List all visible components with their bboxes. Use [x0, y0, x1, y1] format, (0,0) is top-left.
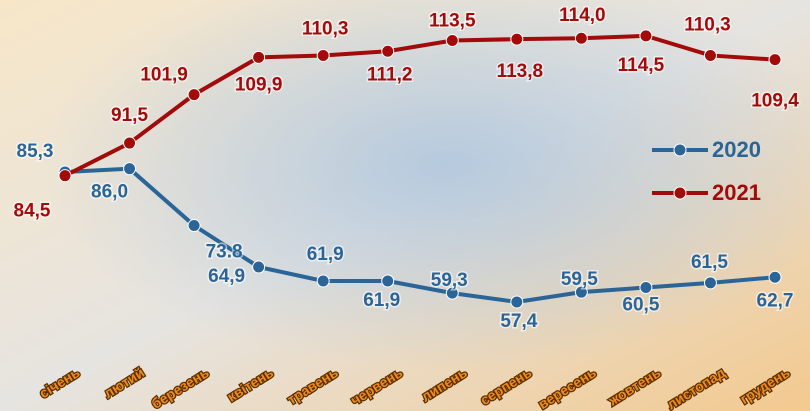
point [187, 88, 201, 102]
value-label: 110,3 [684, 14, 731, 35]
point [316, 48, 330, 62]
point [574, 31, 588, 45]
value-label: 59,3 [431, 270, 468, 291]
point [58, 169, 72, 183]
point [768, 53, 782, 67]
legend-marker [673, 143, 687, 157]
point [445, 34, 459, 48]
point [703, 276, 717, 290]
point [639, 281, 653, 295]
value-label: 59,5 [561, 269, 598, 290]
value-label: 73.8 [206, 242, 243, 263]
value-label: 86,0 [91, 182, 128, 203]
value-label: 113,8 [497, 61, 544, 82]
point [187, 219, 201, 233]
point [768, 270, 782, 284]
value-label: 113,5 [429, 11, 476, 32]
value-label: 110,3 [302, 18, 349, 39]
value-label: 114,5 [618, 55, 665, 76]
value-label: 62,7 [757, 290, 794, 311]
value-label: 85,3 [17, 141, 54, 162]
point [381, 44, 395, 58]
value-label: 111,2 [367, 64, 412, 85]
value-label: 101,9 [140, 65, 188, 86]
point [703, 48, 717, 62]
point [252, 50, 266, 64]
point [510, 32, 524, 46]
legend-label: 2021 [712, 180, 761, 205]
series-line [64, 166, 776, 304]
point [445, 286, 459, 300]
value-label: 61,9 [363, 290, 400, 311]
value-label: 109,9 [235, 74, 283, 95]
legend-label: 2020 [712, 137, 761, 162]
value-label: 84,5 [14, 201, 51, 222]
point [510, 295, 524, 309]
value-label: 60,5 [622, 295, 659, 316]
point [574, 285, 588, 299]
value-label: 114,0 [559, 5, 606, 26]
series-line [64, 33, 776, 178]
point [123, 136, 137, 150]
value-label: 91,5 [111, 105, 148, 126]
point [123, 162, 137, 176]
value-label: 61,9 [307, 244, 344, 265]
value-label: 64,9 [208, 266, 245, 287]
point [639, 29, 653, 43]
point [252, 260, 266, 274]
legend-marker [673, 186, 687, 200]
point [381, 274, 395, 288]
value-label: 61,5 [691, 252, 728, 273]
value-label: 109,4 [751, 91, 799, 112]
point [316, 274, 330, 288]
value-label: 57,4 [500, 311, 537, 332]
